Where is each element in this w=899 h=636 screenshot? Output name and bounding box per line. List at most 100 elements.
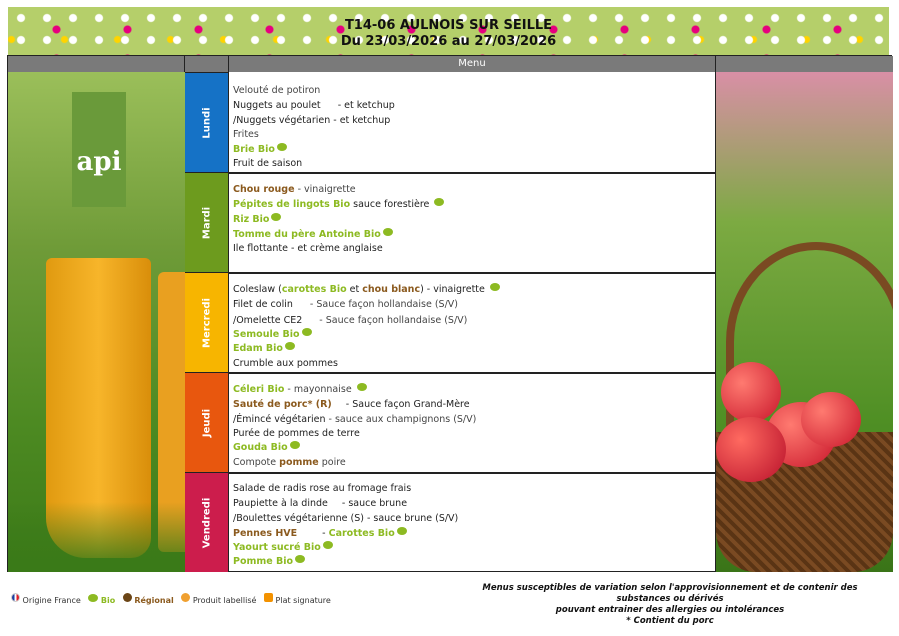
menu-item: Tomme du père Antoine Bio xyxy=(233,227,711,242)
day-name: Lundi xyxy=(201,106,212,139)
menu-item-text: Pomme Bio xyxy=(233,556,294,568)
bio-icon xyxy=(276,143,287,152)
menu-item-text: Riz Bio xyxy=(233,213,270,225)
france-flag-icon xyxy=(11,593,20,602)
legend-origine-france: Origine France xyxy=(22,596,81,605)
menu-item-text: Gouda Bio xyxy=(233,442,288,454)
header-banner: T14-06 AULNOIS SUR SEILLE Du 23/03/2026 … xyxy=(8,7,889,55)
menu-item-text: Compote xyxy=(233,457,280,469)
pork-note: * Contient du porc xyxy=(626,616,714,626)
menu-item-text: Ile flottante - et crème anglaise xyxy=(233,243,383,255)
disclaimer: Menus susceptibles de variation selon l'… xyxy=(455,583,885,627)
menu-item: /Nuggets végétarien - et ketchup xyxy=(233,114,711,128)
signature-icon xyxy=(263,593,273,602)
regional-icon xyxy=(122,593,132,602)
menu-item-text: pomme xyxy=(279,457,319,469)
menu-item: Crumble aux pommes xyxy=(233,356,711,371)
menu-item-text: Semoule Bio xyxy=(233,328,300,340)
day-name: Jeudi xyxy=(201,408,212,437)
menu-item-text: Fruit de saison xyxy=(233,158,303,170)
legend-produit-labellise: Produit labellisé xyxy=(192,596,257,605)
menu-item-text: Sauté de porc* (R) xyxy=(233,399,332,411)
menu-item-text: Carottes Bio xyxy=(328,527,395,539)
regional-icon xyxy=(369,382,378,391)
label-icon xyxy=(298,297,307,306)
regional-icon xyxy=(334,397,343,406)
menu-item: /Omelette CE2 - Sauce façon hollandaise … xyxy=(233,313,711,328)
menu-item-text: Paupiette à la dinde xyxy=(233,498,328,510)
menu-item: Yaourt sucré Bio xyxy=(233,541,711,555)
bio-icon xyxy=(382,227,393,236)
menu-item: Paupiette à la dinde - sauce brune xyxy=(233,496,711,511)
menu-item-text: /Émincé végétarien xyxy=(233,413,326,425)
menu-item: Compote pomme poire xyxy=(233,455,711,470)
apple xyxy=(801,392,861,447)
menu-item-text: - sauce aux champignons (S/V) xyxy=(325,413,477,425)
menu-item: /Boulettes végétarienne (S) - sauce brun… xyxy=(233,512,711,526)
menu-item-text: Pennes HVE xyxy=(233,527,298,539)
menu-item-text: ) - vinaigrette xyxy=(420,284,488,295)
menu-cell-lundi: Velouté de potiron Nuggets au poulet - et… xyxy=(229,72,716,172)
menu-cell-mercredi: Coleslaw (carottes Bio et chou blanc) - … xyxy=(229,272,716,372)
day-label-jeudi: Jeudi xyxy=(185,372,229,472)
menu-item: Frites xyxy=(233,128,711,142)
apple-basket-image xyxy=(716,72,893,572)
menu-item-text: - Sauce façon Grand-Mère xyxy=(342,399,470,411)
regional-icon xyxy=(351,455,360,464)
signature-icon xyxy=(362,455,371,464)
menu-item-text: Pépites de lingots Bio xyxy=(233,199,351,211)
day-name: Mercredi xyxy=(201,297,212,348)
menu-item-text: - xyxy=(319,527,329,539)
menu-item-text: Frites xyxy=(233,128,259,140)
menu-cell-vendredi: Salade de radis rose au fromage frais Pau… xyxy=(229,472,716,572)
regional-icon xyxy=(502,282,511,291)
menu-item-text: Brie Bio xyxy=(233,144,275,156)
menu-item-text: Chou rouge xyxy=(233,184,295,195)
legend-plat-signature: Plat signature xyxy=(275,596,331,605)
menu-item-text: Yaourt sucré Bio xyxy=(233,542,321,554)
menu-item-text: - sauce brune xyxy=(338,498,408,510)
bio-icon xyxy=(284,342,295,351)
grass xyxy=(8,502,185,572)
day-name: Mardi xyxy=(201,206,212,239)
menu-item-text: /Nuggets végétarien - et ketchup xyxy=(233,114,391,126)
menu-item-text: Edam Bio xyxy=(233,343,283,355)
day-name: Vendredi xyxy=(201,497,212,548)
boots-image: api xyxy=(8,72,185,572)
menu-item: Ile flottante - et crème anglaise xyxy=(233,242,711,256)
menu-cell-mardi: Chou rouge - vinaigrette Pépites de ling… xyxy=(229,172,716,272)
menu-item-text: /Boulettes végétarienne (S) - sauce brun… xyxy=(233,512,459,524)
menu-item: Filet de colin - Sauce façon hollandaise… xyxy=(233,297,711,312)
menu-item: Semoule Bio xyxy=(233,327,711,342)
menu-item-text: - Sauce façon hollandaise (S/V) xyxy=(316,314,468,326)
menu-item-text: - mayonnaise xyxy=(284,384,355,395)
menu-item-text: Crumble aux pommes xyxy=(233,358,338,370)
menu-item: Brie Bio xyxy=(233,142,711,157)
day-label-mercredi: Mercredi xyxy=(185,272,229,372)
menu-item: Sauté de porc* (R) - Sauce façon Grand-M… xyxy=(233,397,711,412)
bio-icon xyxy=(434,198,445,207)
menu-item: Coleslaw (carottes Bio et chou blanc) - … xyxy=(233,282,711,297)
label-icon xyxy=(307,313,316,322)
bio-icon xyxy=(396,526,407,535)
regional-icon xyxy=(361,182,370,191)
legend: Origine France Bio Régional Produit labe… xyxy=(9,593,334,605)
regional-icon xyxy=(299,526,308,535)
menu-item-text: carottes Bio xyxy=(281,284,347,295)
apple xyxy=(716,417,786,482)
menu-item: Salade de radis rose au fromage frais xyxy=(233,482,711,496)
disclaimer-line: Menus susceptibles de variation selon l'… xyxy=(482,583,858,604)
label-icon xyxy=(310,526,319,535)
bio-icon xyxy=(295,555,306,564)
header-blank-day xyxy=(185,56,229,72)
france-flag-icon xyxy=(326,98,335,107)
menu-item: Velouté de potiron xyxy=(233,84,711,98)
menu-item-text: Coleslaw ( xyxy=(233,284,282,295)
day-label-mardi: Mardi xyxy=(185,172,229,272)
menu-item-text: Purée de pommes de terre xyxy=(233,427,360,439)
header-blank-left xyxy=(8,56,185,72)
label-icon xyxy=(181,593,191,602)
france-flag-icon xyxy=(330,496,339,505)
menu-item-text: et xyxy=(346,284,363,295)
menu-item-text: chou blanc xyxy=(362,284,421,295)
